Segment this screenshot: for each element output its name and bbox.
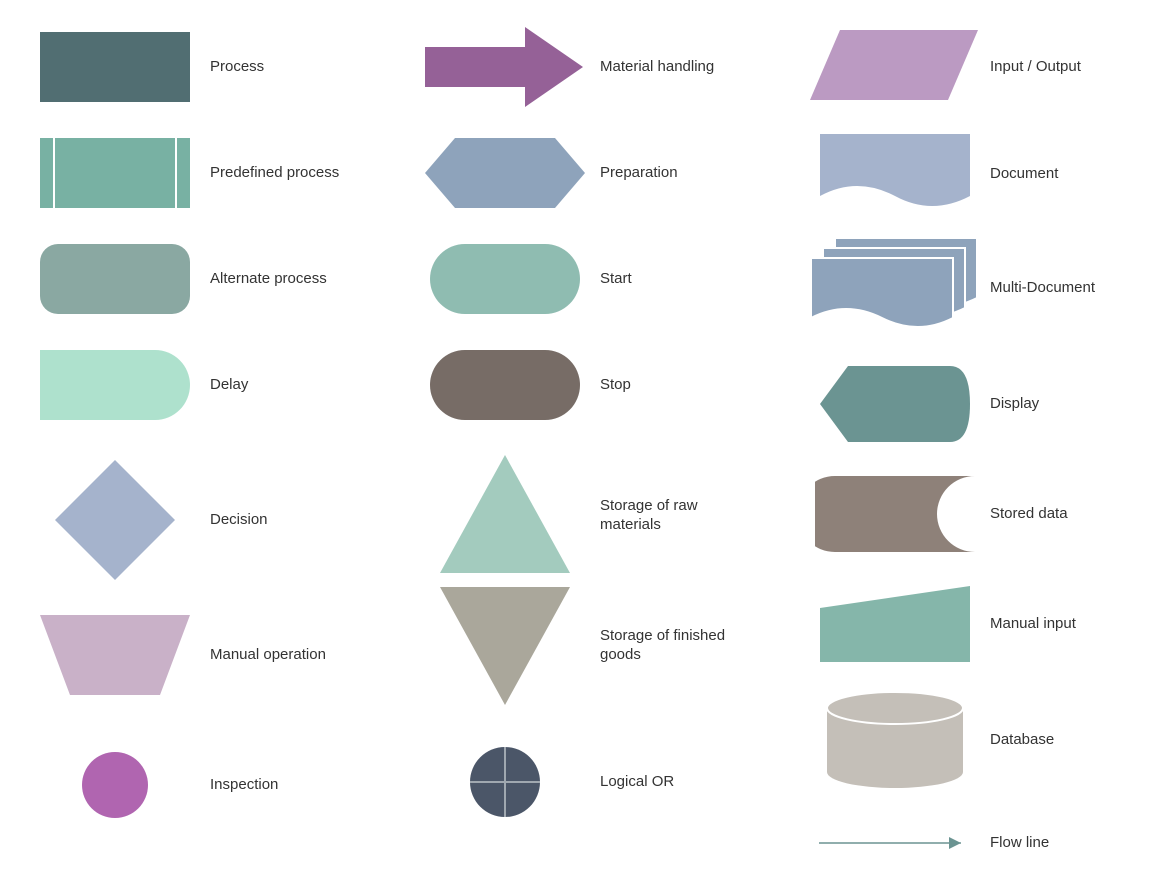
label-display: Display [990, 394, 1039, 414]
label-stop: Stop [600, 375, 631, 395]
legend-manual-operation: Manual operation [30, 615, 326, 695]
label-database: Database [990, 730, 1054, 750]
label-alternate-process: Alternate process [210, 269, 327, 289]
label-start: Start [600, 269, 632, 289]
legend-start: Start [420, 244, 632, 314]
legend-stored-data: Stored data [810, 476, 1068, 552]
shape-start [420, 244, 590, 314]
legend-preparation: Preparation [420, 138, 678, 208]
legend-display: Display [810, 366, 1039, 442]
legend-stop: Stop [420, 350, 631, 420]
shape-database [810, 690, 980, 790]
label-flow-line: Flow line [990, 833, 1049, 853]
legend-document: Document [810, 134, 1058, 214]
shape-stop [420, 350, 590, 420]
label-process: Process [210, 57, 264, 77]
label-material-handling: Material handling [600, 57, 714, 77]
shape-material-handling [420, 22, 590, 112]
label-decision: Decision [210, 510, 268, 530]
legend-database: Database [810, 690, 1054, 790]
legend-inspection: Inspection [30, 750, 278, 820]
shape-storage-fin [420, 585, 590, 705]
label-manual-operation: Manual operation [210, 645, 326, 665]
legend-delay: Delay [30, 350, 248, 420]
legend-input-output: Input / Output [810, 30, 1081, 104]
label-manual-input: Manual input [990, 614, 1076, 634]
shape-inspection [30, 750, 200, 820]
legend-storage-fin: Storage of finished goods [420, 585, 725, 705]
label-delay: Delay [210, 375, 248, 395]
label-logical-or: Logical OR [600, 772, 674, 792]
legend-predefined-process: Predefined process [30, 138, 339, 208]
label-document: Document [990, 164, 1058, 184]
legend-material-handling: Material handling [420, 22, 714, 112]
shape-logical-or [420, 745, 590, 819]
legend-process: Process [30, 32, 264, 102]
label-storage-fin: Storage of finished goods [600, 626, 725, 665]
shape-process [30, 32, 200, 102]
legend-alternate-process: Alternate process [30, 244, 327, 314]
shape-predefined-process [30, 138, 200, 208]
shape-stored-data [810, 476, 980, 552]
legend-manual-input: Manual input [810, 586, 1076, 662]
shape-alternate-process [30, 244, 200, 314]
shape-delay [30, 350, 200, 420]
legend-logical-or: Logical OR [420, 745, 674, 819]
label-preparation: Preparation [600, 163, 678, 183]
shape-input-output [810, 30, 980, 104]
shape-display [810, 366, 980, 442]
legend-decision: Decision [30, 460, 268, 580]
legend-storage-raw: Storage of raw materials [420, 455, 698, 575]
shape-multi-document [810, 238, 980, 338]
shape-flow-line [810, 828, 980, 858]
legend-multi-document: Multi-Document [810, 238, 1095, 338]
shape-preparation [420, 138, 590, 208]
shape-decision [30, 460, 200, 580]
shape-storage-raw [420, 455, 590, 575]
label-stored-data: Stored data [990, 504, 1068, 524]
label-storage-raw: Storage of raw materials [600, 496, 698, 535]
legend-flow-line: Flow line [810, 828, 1049, 858]
label-predefined-process: Predefined process [210, 163, 339, 183]
shape-document [810, 134, 980, 214]
shape-manual-operation [30, 615, 200, 695]
label-inspection: Inspection [210, 775, 278, 795]
shape-manual-input [810, 586, 980, 662]
label-input-output: Input / Output [990, 57, 1081, 77]
label-multi-document: Multi-Document [990, 278, 1095, 298]
